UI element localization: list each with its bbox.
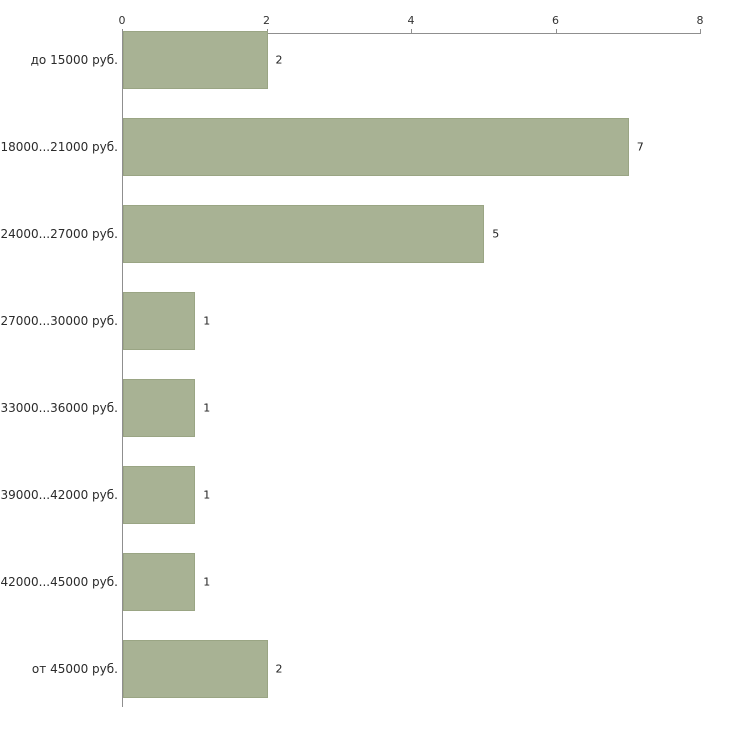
x-tick-label: 2	[263, 14, 270, 27]
category-label: 39000...42000 руб.	[0, 488, 118, 502]
x-tick-label: 6	[552, 14, 559, 27]
category-label: 33000...36000 руб.	[0, 401, 118, 415]
bars-area: до 15000 руб. 2 18000...21000 руб. 7 24000..…	[0, 31, 701, 727]
bar	[123, 205, 485, 263]
value-label: 7	[636, 140, 644, 154]
category-label: от 45000 руб.	[31, 662, 118, 676]
x-tick-mark	[700, 29, 701, 33]
bar-row: до 15000 руб. 2	[31, 31, 701, 89]
category-label: 24000...27000 руб.	[0, 227, 118, 241]
bar-row: 42000...45000 руб. 1	[0, 553, 701, 611]
value-label: 1	[203, 488, 211, 502]
value-label: 5	[492, 227, 500, 241]
bar-row: 39000...42000 руб. 1	[0, 466, 701, 524]
value-label: 1	[203, 314, 211, 328]
bar-row: 24000...27000 руб. 5	[0, 205, 701, 263]
bar-row: 27000...30000 руб. 1	[0, 292, 701, 350]
value-label: 1	[203, 575, 211, 589]
category-label: 42000...45000 руб.	[0, 575, 118, 589]
x-tick-label: 8	[696, 14, 704, 27]
bar	[123, 640, 268, 698]
x-axis-line	[122, 33, 701, 34]
x-tick-label: 4	[407, 14, 415, 27]
bar	[123, 292, 196, 350]
bar-row: 18000...21000 руб. 7	[0, 118, 701, 176]
x-tick-label: 0	[118, 14, 126, 27]
x-tick-mark	[122, 29, 123, 33]
x-tick-mark	[411, 29, 412, 33]
y-axis-line	[122, 33, 123, 707]
bar	[123, 466, 196, 524]
category-label: до 15000 руб.	[30, 53, 118, 67]
bar-row: 33000...36000 руб. 1	[0, 379, 701, 437]
bar	[123, 553, 196, 611]
category-label: 18000...21000 руб.	[0, 140, 118, 154]
bar-row: от 45000 руб. 2	[32, 640, 701, 698]
x-tick-mark	[555, 29, 557, 33]
value-label: 2	[275, 662, 283, 676]
bar	[123, 379, 196, 437]
bar	[123, 118, 629, 176]
category-label: 27000...30000 руб.	[0, 314, 118, 328]
bar	[123, 31, 268, 89]
value-label: 2	[275, 53, 283, 67]
value-label: 1	[203, 401, 211, 415]
